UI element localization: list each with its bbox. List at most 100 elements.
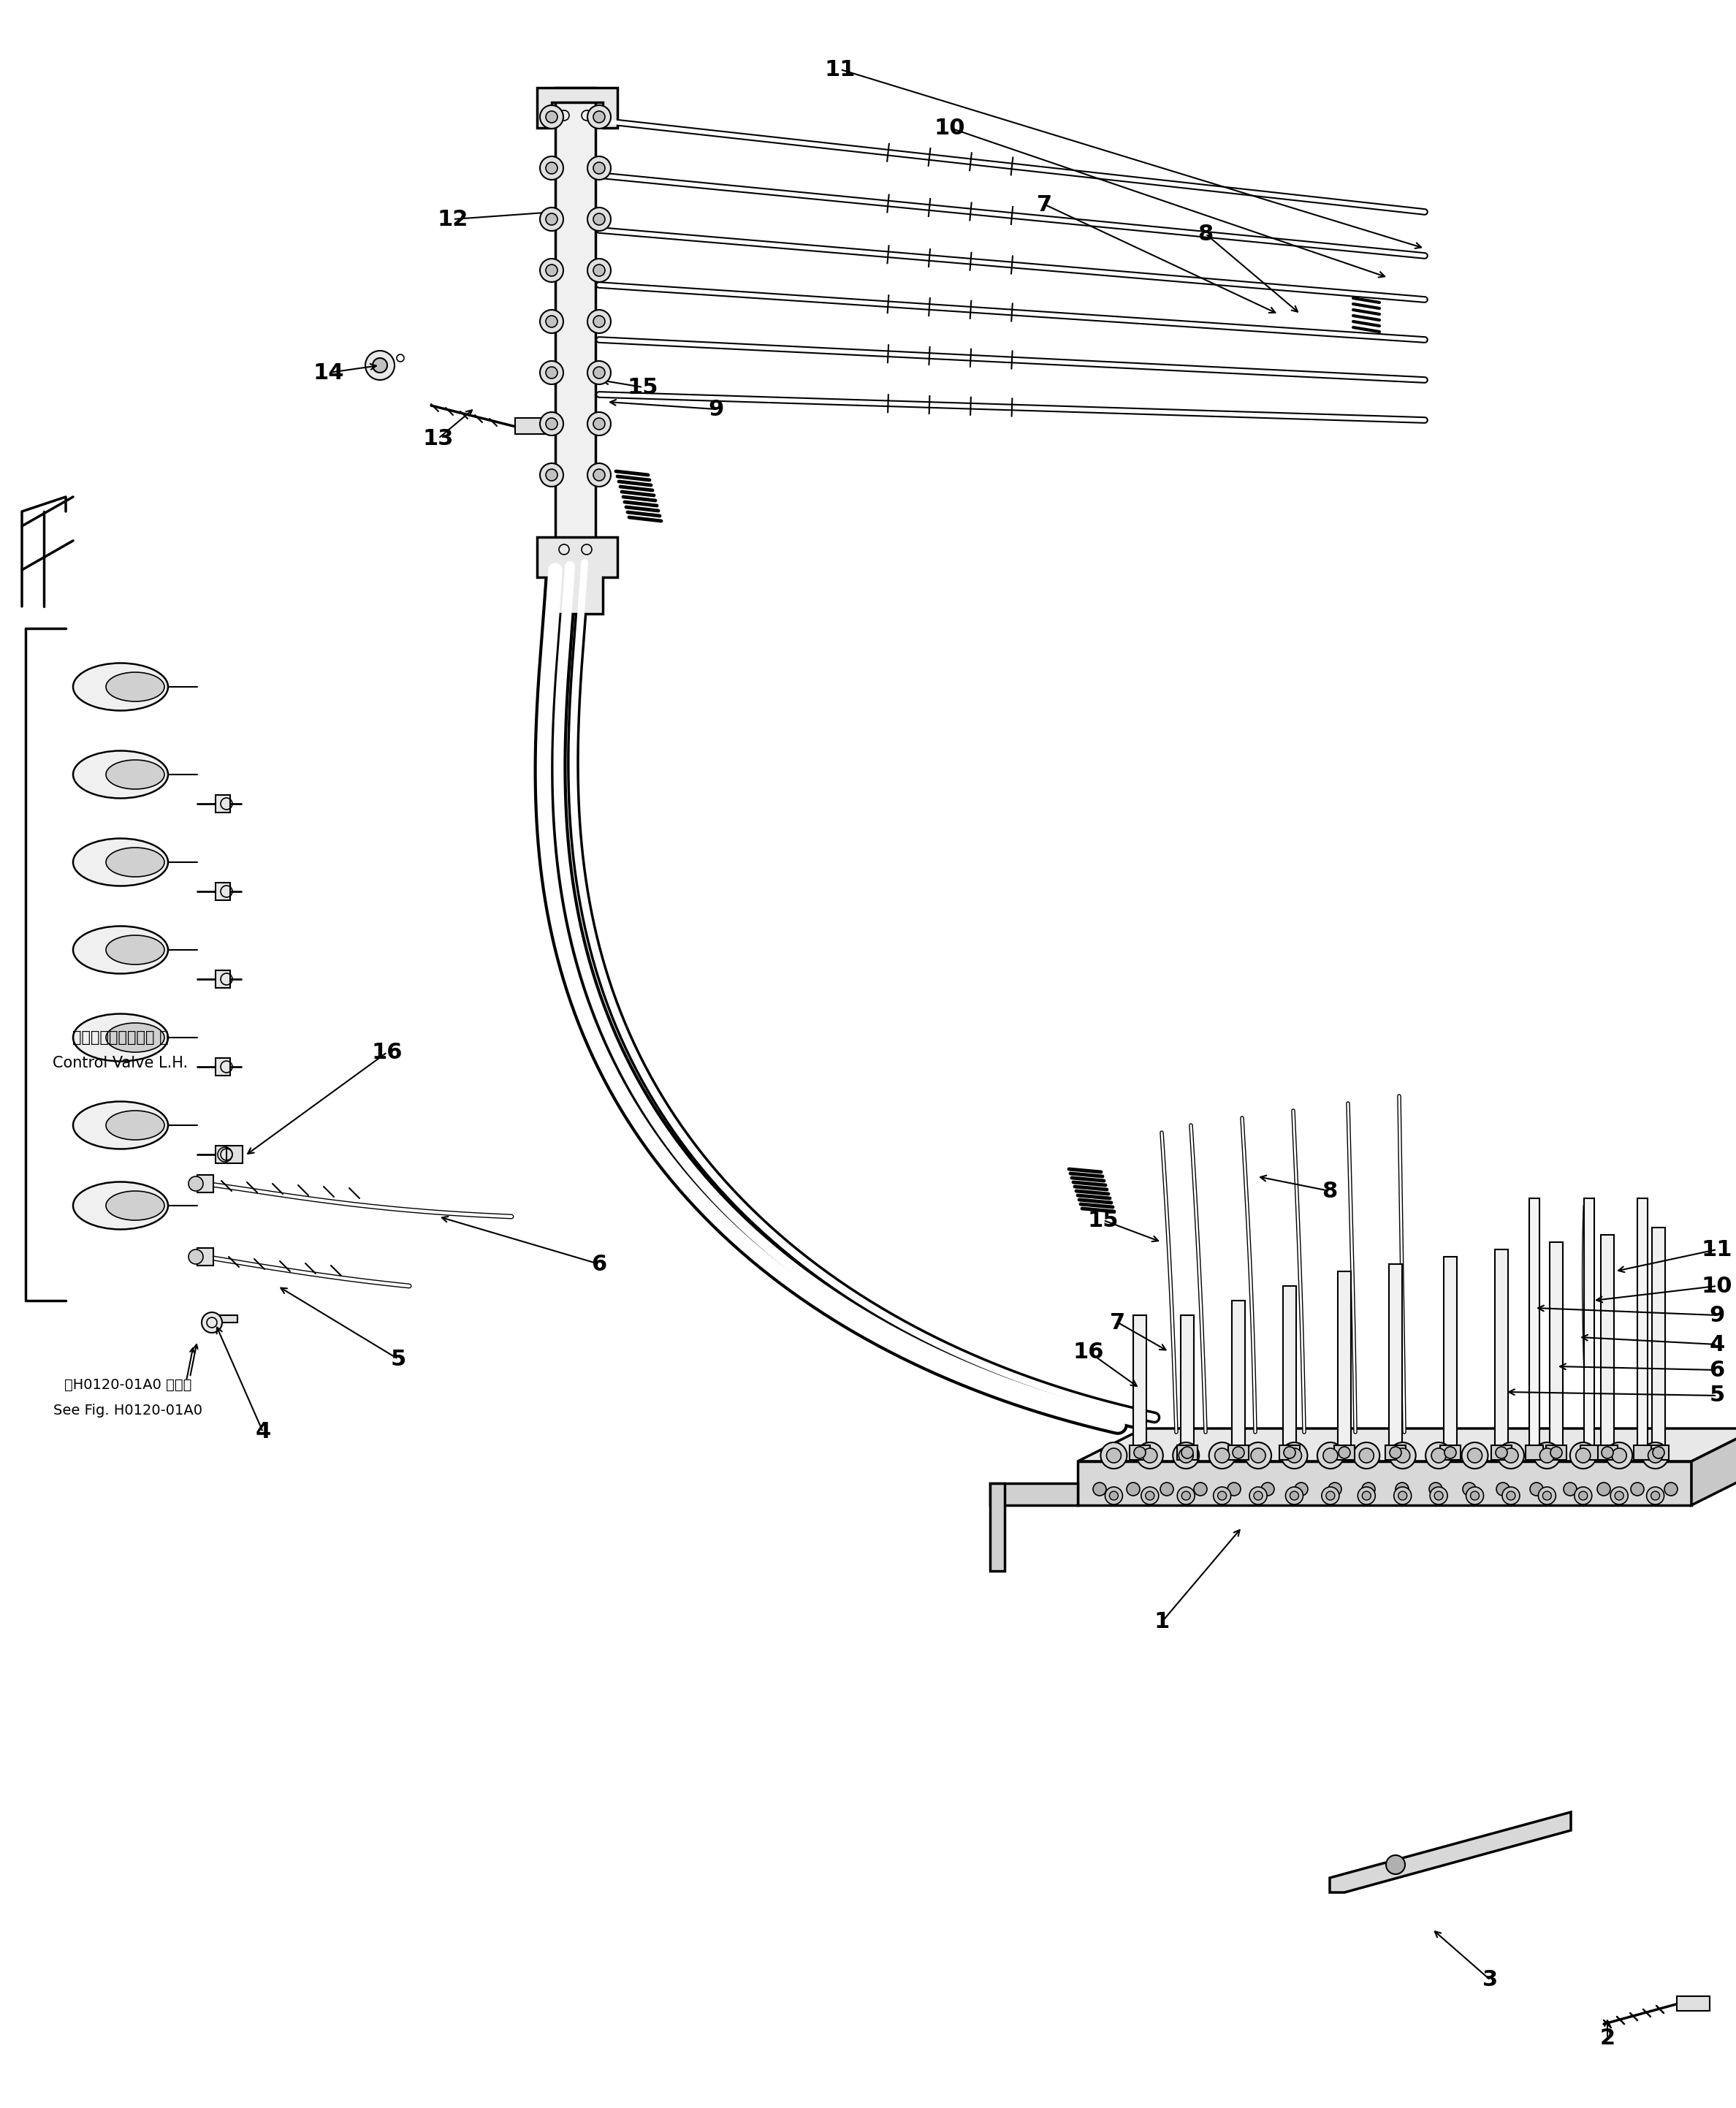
Circle shape [1535, 1442, 1561, 1469]
Text: 第H0120-01A0 図参照: 第H0120-01A0 図参照 [64, 1379, 191, 1391]
Circle shape [1109, 1490, 1118, 1501]
Circle shape [1321, 1486, 1338, 1505]
Bar [215, 1315, 238, 1322]
Circle shape [1606, 1442, 1632, 1469]
Circle shape [1250, 1486, 1267, 1505]
Circle shape [1578, 1490, 1587, 1501]
Circle shape [587, 207, 611, 232]
Circle shape [1328, 1482, 1342, 1497]
Circle shape [1323, 1448, 1338, 1463]
Circle shape [1465, 1486, 1484, 1505]
Circle shape [1467, 1448, 1483, 1463]
Circle shape [540, 207, 562, 232]
Text: 4: 4 [1710, 1334, 1726, 1355]
Ellipse shape [106, 1022, 165, 1052]
Circle shape [1611, 1486, 1628, 1505]
Bar [226, 1147, 243, 1164]
Polygon shape [990, 1484, 1005, 1570]
Bar [1389, 1265, 1403, 1459]
Bar [215, 883, 231, 900]
Text: 11: 11 [1701, 1240, 1733, 1261]
Circle shape [1575, 1486, 1592, 1505]
Circle shape [1665, 1482, 1677, 1497]
Circle shape [1385, 1855, 1404, 1874]
Bar [1227, 1446, 1248, 1461]
Circle shape [1576, 1448, 1590, 1463]
Bar [1647, 1446, 1668, 1461]
Polygon shape [1691, 1429, 1736, 1505]
Text: 2: 2 [1599, 2028, 1614, 2049]
Bar [1491, 1446, 1512, 1461]
Bar [215, 1147, 231, 1164]
Circle shape [540, 156, 562, 179]
Bar [1601, 1235, 1614, 1459]
Circle shape [1651, 1490, 1660, 1501]
Text: 3: 3 [1483, 1969, 1498, 1990]
Circle shape [587, 259, 611, 282]
Circle shape [1389, 1442, 1417, 1469]
Circle shape [545, 213, 557, 226]
Bar [1130, 1446, 1149, 1461]
Circle shape [540, 259, 562, 282]
Circle shape [1602, 1446, 1613, 1459]
Bar [1180, 1315, 1194, 1459]
Circle shape [1194, 1482, 1207, 1497]
Bar [1335, 1446, 1354, 1461]
Circle shape [594, 417, 604, 430]
Circle shape [1543, 1490, 1552, 1501]
Text: 10: 10 [934, 118, 965, 139]
Bar [1550, 1242, 1562, 1459]
Circle shape [1318, 1442, 1344, 1469]
Text: 8: 8 [1323, 1180, 1337, 1202]
Bar [1526, 1446, 1543, 1461]
Circle shape [1160, 1482, 1174, 1497]
Circle shape [540, 105, 562, 129]
Circle shape [1653, 1446, 1665, 1459]
Circle shape [594, 112, 604, 122]
Circle shape [1215, 1448, 1229, 1463]
Ellipse shape [73, 664, 168, 710]
Circle shape [1146, 1490, 1154, 1501]
Circle shape [1397, 1490, 1406, 1501]
Text: コントロールバルブ 左: コントロールバルブ 左 [73, 1031, 168, 1046]
Circle shape [1179, 1448, 1193, 1463]
Circle shape [1326, 1490, 1335, 1501]
Circle shape [1614, 1490, 1623, 1501]
Circle shape [1396, 1448, 1410, 1463]
Ellipse shape [106, 1111, 165, 1140]
Text: 14: 14 [312, 363, 344, 384]
Circle shape [1182, 1490, 1191, 1501]
Text: 7: 7 [1109, 1311, 1125, 1332]
Circle shape [540, 411, 562, 436]
Circle shape [1283, 1446, 1295, 1459]
Circle shape [1354, 1442, 1380, 1469]
Text: 6: 6 [592, 1254, 608, 1275]
Bar [1385, 1446, 1406, 1461]
Circle shape [1260, 1482, 1274, 1497]
Circle shape [545, 264, 557, 276]
Text: 8: 8 [1198, 223, 1213, 245]
Circle shape [1432, 1448, 1446, 1463]
Circle shape [1253, 1490, 1262, 1501]
Text: 5: 5 [391, 1349, 406, 1370]
Circle shape [587, 156, 611, 179]
Bar [1677, 1996, 1710, 2011]
Text: 9: 9 [708, 398, 724, 419]
Circle shape [594, 162, 604, 173]
Circle shape [1359, 1448, 1373, 1463]
Circle shape [1281, 1442, 1307, 1469]
Circle shape [1182, 1446, 1193, 1459]
Circle shape [1363, 1482, 1375, 1497]
Polygon shape [990, 1484, 1078, 1505]
Circle shape [540, 360, 562, 384]
Bar [556, 89, 595, 578]
Circle shape [1647, 1448, 1663, 1463]
Circle shape [1227, 1482, 1241, 1497]
Circle shape [1470, 1490, 1479, 1501]
Circle shape [594, 316, 604, 327]
Ellipse shape [106, 847, 165, 877]
Circle shape [545, 470, 557, 481]
Circle shape [587, 464, 611, 487]
Circle shape [1507, 1490, 1516, 1501]
Circle shape [1429, 1482, 1443, 1497]
